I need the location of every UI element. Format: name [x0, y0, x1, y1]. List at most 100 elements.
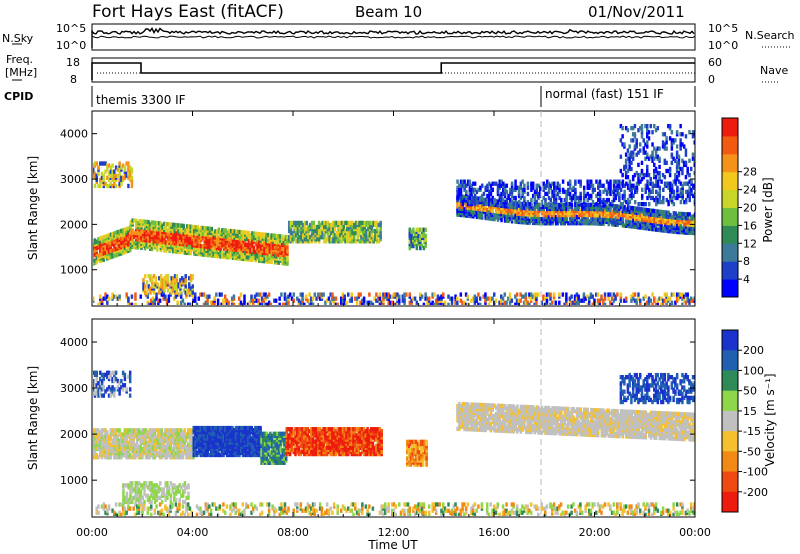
echo-cell	[166, 288, 170, 293]
echo-cell	[582, 195, 586, 201]
echo-cell	[602, 189, 605, 195]
echo-cell	[672, 215, 676, 220]
echo-cell	[278, 302, 281, 305]
echo-cell	[581, 202, 584, 207]
echo-cell	[503, 300, 507, 305]
echo-cell	[607, 217, 611, 223]
echo-cell	[382, 302, 385, 305]
echo-cell	[93, 446, 95, 452]
echo-cell	[375, 292, 378, 297]
echo-cell	[159, 274, 163, 279]
colorbar-tick-label: 24	[743, 184, 757, 197]
echo-cell	[665, 210, 669, 215]
echo-cell	[533, 302, 536, 305]
echo-cell	[109, 169, 113, 174]
echo-cell	[132, 428, 135, 433]
echo-cell	[175, 286, 179, 291]
echo-cell	[522, 294, 526, 299]
echo-cell	[623, 205, 626, 210]
echo-cell	[431, 292, 434, 297]
echo-cell	[653, 183, 656, 188]
echo-cell	[382, 296, 385, 301]
echo-cell	[367, 220, 370, 226]
y-tick-label: 3000	[60, 173, 88, 186]
echo-cell	[589, 183, 593, 188]
echo-cell	[640, 134, 644, 139]
echo-cell	[519, 292, 522, 297]
echo-cell	[231, 229, 235, 234]
echo-cell	[351, 220, 354, 226]
echo-cell	[345, 300, 348, 305]
echo-cell	[551, 193, 554, 199]
echo-cell	[635, 298, 638, 303]
echo-cell	[424, 227, 427, 232]
echo-cell	[607, 197, 611, 203]
echo-cell	[123, 446, 127, 452]
echo-cell	[114, 234, 118, 240]
echo-cell	[245, 236, 249, 242]
echo-cell	[498, 203, 502, 208]
echo-cell	[158, 276, 161, 281]
echo-cell	[553, 193, 556, 199]
echo-cell	[598, 298, 602, 303]
echo-cell	[148, 302, 151, 305]
echo-cell	[263, 232, 266, 237]
echo-cell	[97, 455, 100, 460]
echo-cell	[252, 245, 256, 250]
freq-tick-top: 18	[66, 56, 80, 69]
echo-cell	[380, 300, 383, 305]
echo-cell	[97, 428, 100, 433]
echo-cell	[579, 208, 582, 214]
echo-cell	[118, 428, 121, 433]
echo-cell	[349, 237, 353, 242]
echo-cell	[313, 292, 317, 297]
echo-cell	[686, 189, 690, 195]
echo-cell	[677, 160, 681, 165]
echo-cell	[236, 229, 240, 234]
echo-cell	[137, 428, 141, 433]
echo-cell	[496, 199, 500, 205]
echo-cell	[177, 237, 180, 242]
echo-cell	[651, 158, 654, 163]
echo-cell	[398, 298, 401, 303]
echo-cell	[542, 195, 545, 201]
echo-cell	[287, 294, 290, 299]
echo-cell	[431, 300, 434, 305]
echo-cell	[466, 197, 470, 203]
echo-cell	[568, 219, 572, 224]
echo-cell	[114, 246, 118, 252]
echo-cell	[217, 227, 221, 232]
echo-cell	[651, 292, 654, 297]
echo-cell	[152, 290, 156, 295]
echo-cell	[412, 296, 415, 301]
echo-cell	[178, 247, 182, 253]
echo-cell	[485, 296, 489, 301]
echo-cell	[651, 195, 655, 201]
echo-cell	[632, 212, 635, 217]
echo-cell	[280, 242, 284, 247]
echo-cell	[598, 215, 602, 220]
echo-cell	[593, 298, 596, 303]
echo-cell	[558, 300, 561, 305]
echo-cell	[655, 223, 658, 228]
echo-cell	[478, 302, 482, 305]
echo-cell	[501, 302, 505, 305]
echo-cell	[268, 235, 272, 240]
echo-cell	[461, 300, 464, 305]
echo-cell	[517, 185, 521, 190]
echo-cell	[524, 206, 528, 211]
echo-cell	[99, 300, 102, 305]
echo-cell	[610, 302, 614, 305]
echo-cell	[619, 201, 623, 207]
echo-cell	[138, 219, 141, 224]
echo-cell	[161, 278, 165, 283]
echo-cell	[374, 228, 377, 234]
echo-cell	[107, 243, 111, 248]
echo-cell	[333, 220, 337, 226]
echo-cell	[690, 187, 693, 192]
echo-cell	[631, 156, 635, 161]
echo-cell	[458, 183, 461, 188]
echo-cell	[224, 250, 228, 256]
echo-cell	[547, 215, 551, 220]
echo-cell	[693, 162, 695, 168]
